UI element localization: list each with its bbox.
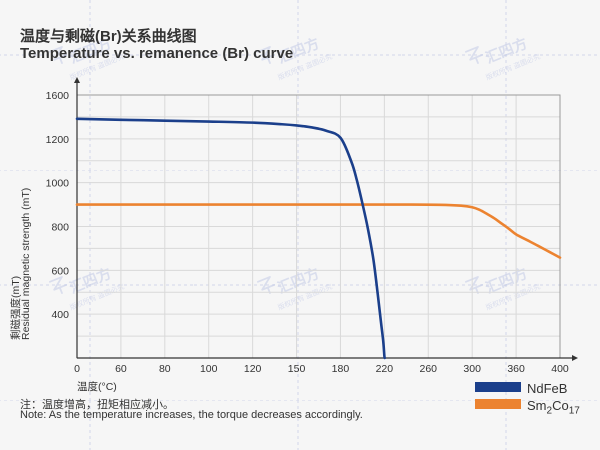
svg-text:260: 260 bbox=[420, 363, 438, 375]
svg-text:80: 80 bbox=[159, 363, 171, 375]
svg-text:800: 800 bbox=[51, 222, 69, 234]
svg-text:220: 220 bbox=[376, 363, 394, 375]
svg-text:100: 100 bbox=[200, 363, 218, 375]
svg-text:400: 400 bbox=[51, 309, 69, 321]
svg-text:600: 600 bbox=[51, 265, 69, 277]
svg-text:400: 400 bbox=[551, 363, 569, 375]
svg-text:360: 360 bbox=[507, 363, 525, 375]
svg-text:1600: 1600 bbox=[46, 90, 70, 102]
svg-text:60: 60 bbox=[115, 363, 127, 375]
svg-text:120: 120 bbox=[244, 363, 262, 375]
svg-text:180: 180 bbox=[332, 363, 350, 375]
svg-text:300: 300 bbox=[463, 363, 481, 375]
svg-text:0: 0 bbox=[74, 363, 80, 375]
svg-text:1200: 1200 bbox=[46, 134, 70, 146]
svg-text:150: 150 bbox=[288, 363, 306, 375]
svg-text:1000: 1000 bbox=[46, 178, 70, 190]
